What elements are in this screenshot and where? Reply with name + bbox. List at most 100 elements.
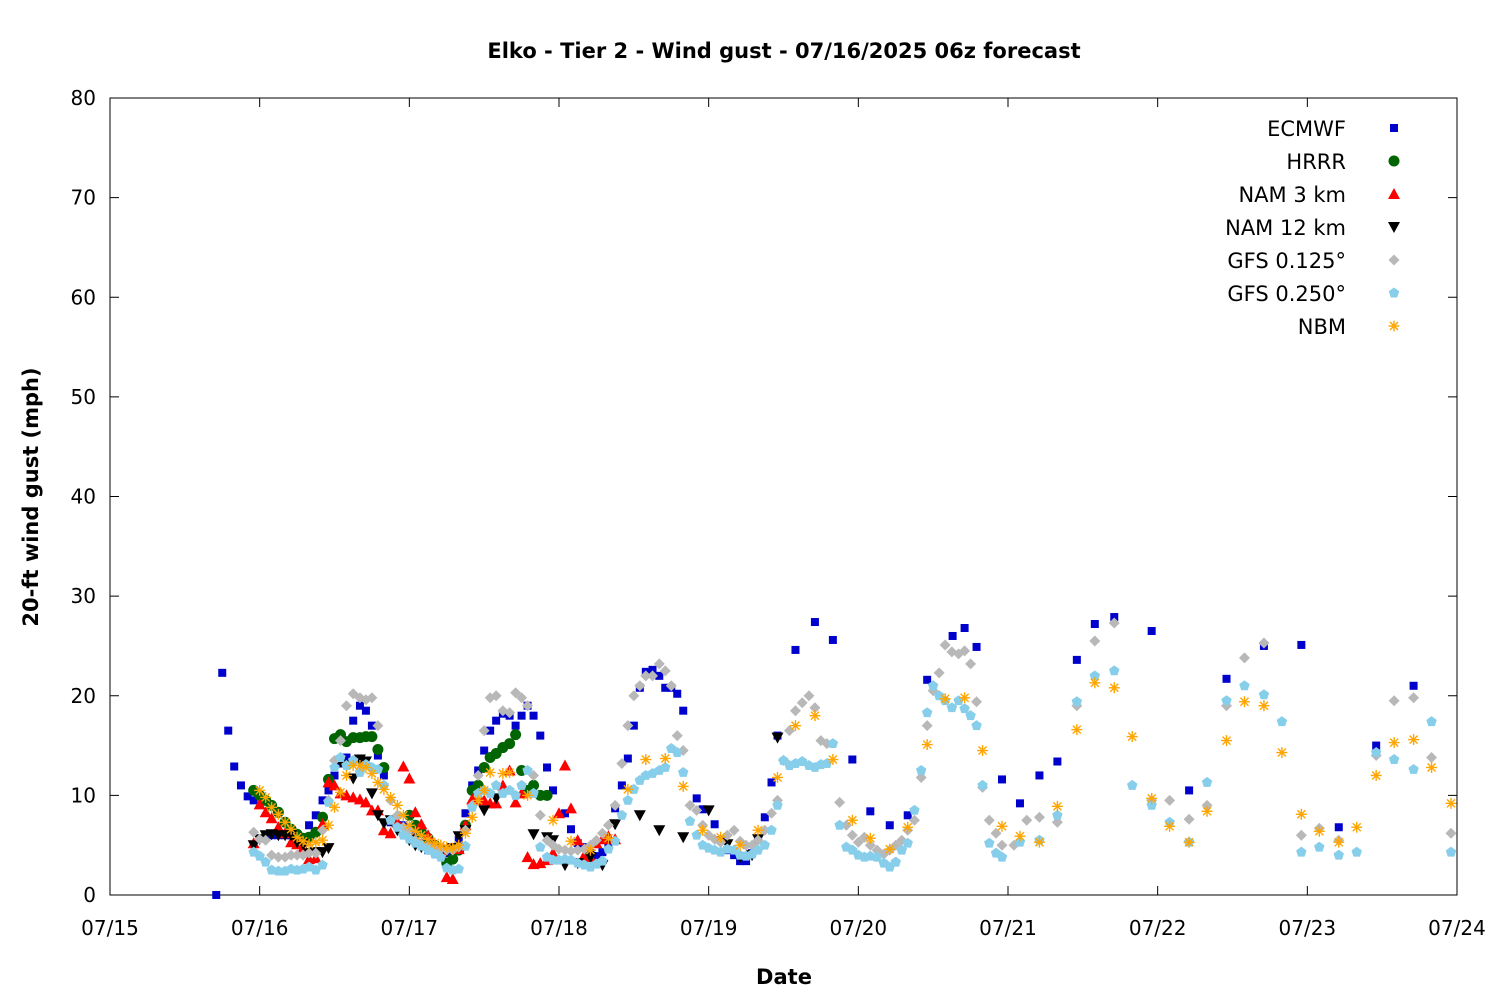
data-point: [721, 829, 733, 841]
data-point: [272, 808, 284, 820]
data-point: [809, 702, 821, 714]
data-point: [840, 819, 852, 831]
data-point: [752, 844, 764, 855]
legend-marker: [1388, 287, 1400, 298]
data-point: [536, 731, 545, 740]
data-point: [391, 799, 403, 811]
data-point: [622, 783, 634, 795]
data-point: [367, 721, 376, 730]
data-point: [617, 781, 626, 790]
data-point: [1351, 821, 1363, 833]
series-ecmwf: [212, 613, 1418, 899]
data-point: [653, 658, 665, 670]
legend-label: NBM: [1298, 315, 1346, 339]
data-point: [959, 692, 971, 704]
data-point: [529, 711, 538, 720]
y-tick-label: 30: [71, 584, 96, 608]
data-point: [866, 807, 875, 816]
data-point: [1164, 794, 1176, 806]
data-point: [702, 805, 715, 817]
data-point: [959, 703, 970, 714]
data-point: [317, 811, 329, 823]
data-point: [490, 779, 502, 790]
data-point: [335, 752, 346, 762]
data-point: [466, 811, 478, 823]
data-point: [472, 794, 484, 806]
data-point: [640, 670, 652, 682]
data-point: [742, 857, 751, 866]
data-point: [1110, 613, 1119, 622]
data-point: [480, 746, 489, 755]
data-point: [340, 769, 352, 781]
x-tick-label: 07/22: [1129, 916, 1187, 940]
data-point: [653, 825, 666, 837]
legend-label: HRRR: [1286, 150, 1346, 174]
data-point: [397, 760, 410, 772]
data-point: [767, 778, 776, 787]
data-point: [789, 720, 801, 732]
data-point: [366, 731, 378, 743]
data-point: [373, 751, 382, 760]
data-point: [461, 809, 470, 818]
data-point: [516, 779, 527, 790]
data-point: [609, 819, 622, 831]
data-point: [378, 783, 390, 795]
data-point: [435, 851, 446, 862]
data-point: [1183, 836, 1195, 848]
data-point: [1295, 808, 1307, 820]
data-point: [946, 702, 958, 713]
data-point: [1090, 620, 1099, 629]
data-point: [572, 844, 584, 856]
data-point: [655, 671, 664, 680]
y-axis-title: 20-ft wind gust (mph): [19, 367, 43, 626]
data-point: [566, 825, 575, 834]
data-point: [640, 754, 652, 766]
legend-marker: [1388, 155, 1400, 167]
data-point: [1388, 754, 1400, 764]
data-point: [478, 805, 491, 817]
data-point: [629, 721, 638, 730]
data-point: [691, 804, 703, 816]
data-point: [371, 810, 384, 822]
data-point: [218, 668, 227, 677]
x-tick-label: 07/24: [1428, 916, 1486, 940]
data-point: [1185, 786, 1194, 795]
data-point: [504, 738, 516, 750]
data-point: [534, 809, 546, 821]
data-point: [1164, 820, 1176, 832]
data-point: [821, 758, 833, 768]
data-point: [715, 831, 727, 843]
data-point: [1445, 797, 1457, 809]
data-point: [660, 761, 671, 772]
data-point: [403, 819, 415, 831]
data-point: [1408, 734, 1420, 746]
data-point: [1201, 805, 1213, 817]
data-point: [486, 726, 495, 735]
data-point: [1015, 799, 1024, 808]
data-point: [1426, 752, 1438, 764]
data-point: [1370, 747, 1382, 757]
data-point: [803, 690, 815, 702]
data-point: [1313, 825, 1325, 837]
data-point: [1222, 674, 1231, 683]
data-point: [1183, 813, 1195, 825]
x-tick-label: 07/23: [1279, 916, 1337, 940]
data-point: [1333, 836, 1345, 848]
legend-item-nbm: NBM: [1298, 315, 1400, 339]
data-point: [329, 801, 340, 813]
chart-title: Elko - Tier 2 - Wind gust - 07/16/2025 0…: [487, 39, 1080, 63]
data-point: [665, 680, 677, 692]
data-point: [634, 680, 646, 692]
data-point: [677, 832, 690, 844]
data-point: [459, 827, 471, 839]
data-point: [265, 812, 278, 824]
data-point: [710, 820, 719, 829]
data-point: [846, 814, 858, 826]
data-point: [466, 793, 479, 805]
data-point: [260, 856, 271, 867]
data-point: [772, 799, 783, 810]
y-tick-label: 50: [71, 385, 96, 409]
data-point: [959, 645, 971, 657]
data-point: [249, 796, 258, 805]
